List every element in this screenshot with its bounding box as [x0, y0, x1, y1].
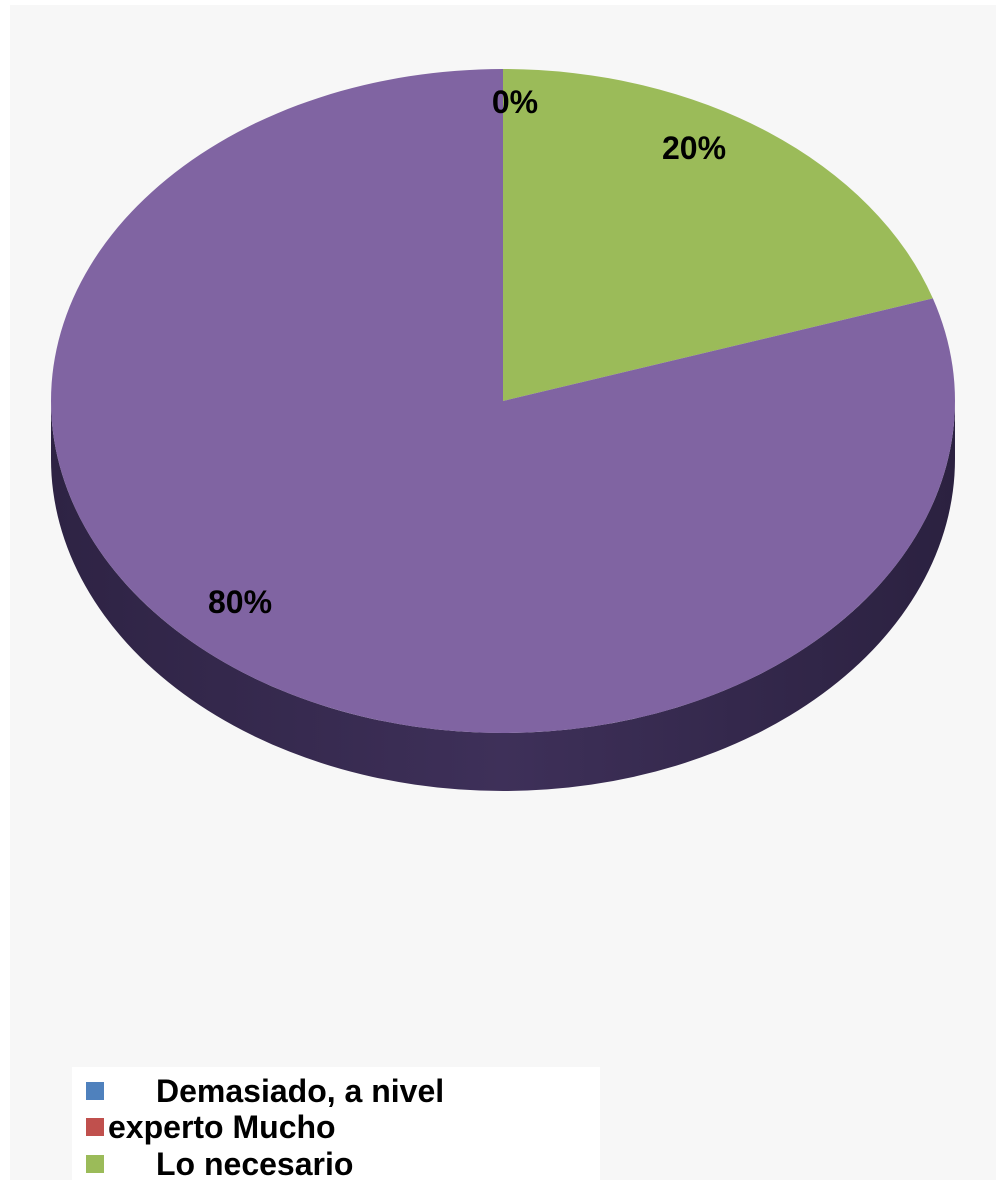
data-labels: 0% 20% 80% [208, 84, 726, 620]
pie-side-wall-band [51, 401, 955, 791]
pie-chart: 0% 20% 80% [51, 69, 956, 791]
legend-swatch-blue [86, 1081, 104, 1100]
legend: Demasiado, a nivel experto Mucho Lo nece… [72, 1067, 600, 1185]
pie-slice-3 [503, 69, 933, 401]
pie-side-wall [51, 401, 955, 791]
legend-row-3: Lo necesario [86, 1146, 353, 1182]
legend-label-2: experto Mucho [108, 1109, 336, 1145]
legend-swatch-green [86, 1154, 104, 1173]
legend-label-1: Demasiado, a nivel [156, 1073, 445, 1109]
legend-row-1: Demasiado, a nivel [86, 1073, 444, 1109]
data-label-3: 80% [208, 584, 272, 620]
chart-frame: 0% 20% 80% Demasiado, a nivel experto Much… [10, 5, 996, 1185]
pie-slice-4 [51, 69, 956, 733]
data-label-2: 20% [662, 130, 726, 166]
legend-row-2: experto Mucho [86, 1109, 336, 1145]
data-label-1: 0% [492, 84, 538, 120]
pie-top-face [51, 69, 956, 733]
legend-swatch-red [86, 1117, 104, 1136]
legend-label-3: Lo necesario [156, 1146, 354, 1182]
